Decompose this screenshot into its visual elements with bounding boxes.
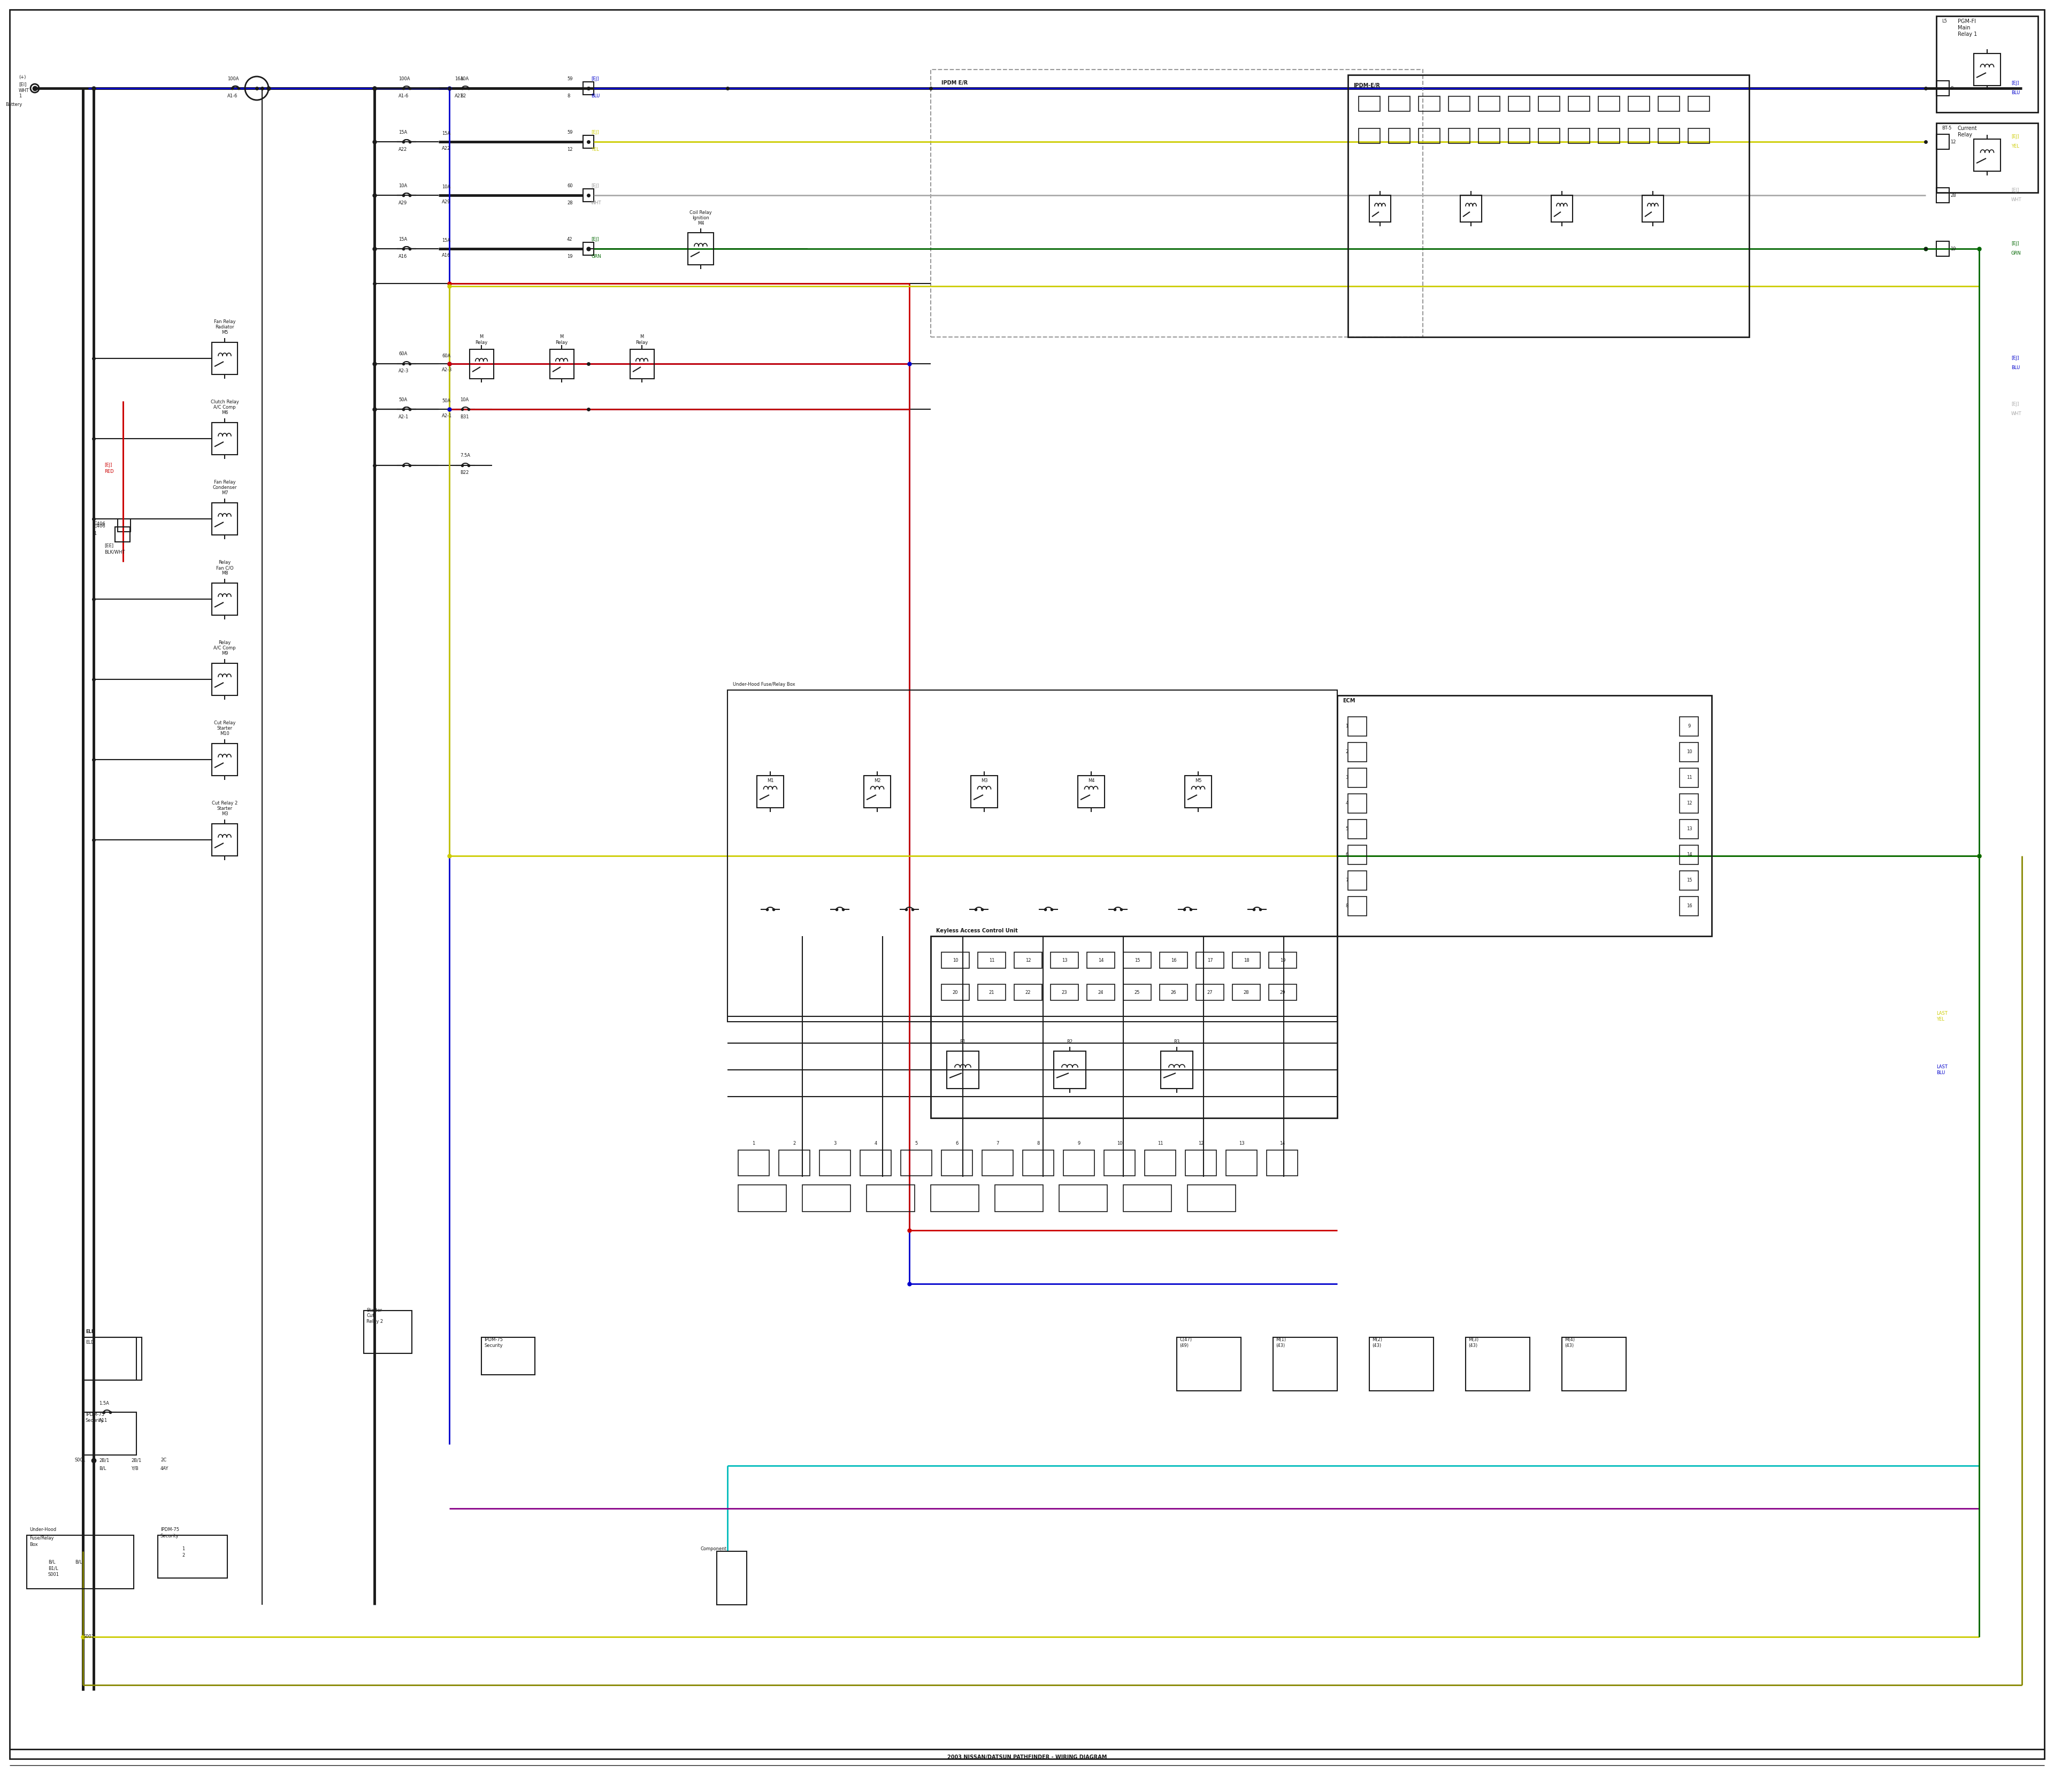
- Bar: [1232, 952, 1261, 968]
- Bar: [1569, 129, 1590, 143]
- Bar: [1347, 819, 1366, 839]
- Text: 1: 1: [1345, 724, 1347, 729]
- Text: 50A: 50A: [442, 400, 450, 403]
- Text: C(47)
(49): C(47) (49): [1179, 1337, 1191, 1348]
- Text: IPDM-75
Security: IPDM-75 Security: [86, 1412, 105, 1423]
- Text: M
Relay: M Relay: [635, 335, 649, 344]
- Bar: [158, 1536, 228, 1579]
- Bar: [1078, 776, 1105, 808]
- Text: 21: 21: [988, 989, 994, 995]
- Text: 100A: 100A: [398, 77, 411, 81]
- Text: BLU: BLU: [592, 93, 600, 99]
- Text: 19: 19: [1949, 246, 1955, 251]
- Text: M8: M8: [222, 572, 228, 575]
- Text: Relay: Relay: [218, 640, 230, 645]
- Text: 7: 7: [996, 1142, 998, 1147]
- Text: [EJ]: [EJ]: [2011, 240, 2019, 246]
- Text: M2: M2: [873, 778, 881, 783]
- Text: A2-1: A2-1: [398, 414, 409, 419]
- Text: 12: 12: [1686, 801, 1692, 806]
- Text: 10: 10: [1117, 1142, 1121, 1147]
- Bar: [737, 1150, 768, 1176]
- Bar: [1641, 195, 1664, 222]
- Text: 10A: 10A: [460, 398, 468, 401]
- Bar: [1273, 1337, 1337, 1391]
- Bar: [27, 1536, 134, 1590]
- Text: 2: 2: [1345, 749, 1347, 754]
- Bar: [1347, 75, 1750, 337]
- Text: 2: 2: [183, 1552, 185, 1557]
- Text: 19: 19: [1280, 957, 1286, 962]
- Bar: [1937, 16, 2038, 113]
- Bar: [1937, 81, 1949, 95]
- Text: 15A: 15A: [398, 129, 407, 134]
- Text: IPDM-75
Security: IPDM-75 Security: [485, 1337, 503, 1348]
- Text: M3: M3: [222, 812, 228, 817]
- Text: [EE]: [EE]: [105, 543, 113, 548]
- Bar: [941, 1150, 972, 1176]
- Text: 4AY: 4AY: [160, 1466, 168, 1471]
- Text: Ignition: Ignition: [692, 215, 709, 220]
- Text: 27: 27: [1208, 989, 1212, 995]
- Bar: [1508, 129, 1530, 143]
- Bar: [1144, 1150, 1175, 1176]
- Bar: [1087, 952, 1115, 968]
- Bar: [1358, 97, 1380, 111]
- Text: M9: M9: [222, 650, 228, 656]
- Text: BLU: BLU: [2011, 366, 2019, 371]
- Bar: [1105, 1150, 1136, 1176]
- Text: LAST
YEL: LAST YEL: [1937, 1011, 1947, 1021]
- Text: 4: 4: [875, 1142, 877, 1147]
- Text: Clutch Relay: Clutch Relay: [212, 400, 238, 405]
- Text: 50A: 50A: [398, 398, 407, 401]
- Text: 11: 11: [1686, 776, 1692, 780]
- Bar: [1448, 97, 1471, 111]
- Text: [EI]: [EI]: [18, 82, 27, 88]
- Bar: [1347, 794, 1366, 814]
- Bar: [1680, 742, 1699, 762]
- Bar: [756, 776, 785, 808]
- Bar: [1060, 1185, 1107, 1211]
- Bar: [1688, 129, 1709, 143]
- Text: A21: A21: [454, 93, 464, 99]
- Bar: [1680, 794, 1699, 814]
- Text: 8: 8: [1949, 86, 1953, 91]
- Text: 16A: 16A: [454, 77, 464, 81]
- Text: PGM-FI: PGM-FI: [1957, 18, 1976, 23]
- Bar: [1050, 952, 1078, 968]
- Bar: [1467, 1337, 1530, 1391]
- Bar: [1561, 1337, 1627, 1391]
- Text: 4: 4: [1345, 801, 1347, 806]
- Text: 15: 15: [1686, 878, 1692, 883]
- Bar: [1680, 769, 1699, 787]
- Text: 17: 17: [1208, 957, 1212, 962]
- Bar: [1124, 952, 1150, 968]
- Text: 24: 24: [1099, 989, 1103, 995]
- Text: 9: 9: [1688, 724, 1690, 729]
- Text: 6: 6: [955, 1142, 959, 1147]
- Text: [EJ]: [EJ]: [2011, 81, 2019, 86]
- Text: 12: 12: [1197, 1142, 1204, 1147]
- Text: A29: A29: [442, 199, 450, 204]
- Bar: [631, 349, 653, 378]
- Bar: [583, 242, 594, 254]
- Bar: [364, 1310, 413, 1353]
- Text: C406: C406: [94, 521, 105, 527]
- Text: M(3)
(43): M(3) (43): [1469, 1337, 1479, 1348]
- Bar: [1479, 97, 1499, 111]
- Bar: [1937, 242, 1949, 256]
- Text: A2-3: A2-3: [398, 369, 409, 375]
- Bar: [1187, 1185, 1237, 1211]
- Text: ELD: ELD: [86, 1330, 94, 1335]
- Text: 59: 59: [567, 129, 573, 134]
- Text: IPDM-75: IPDM-75: [160, 1527, 179, 1532]
- Text: 9: 9: [1078, 1142, 1080, 1147]
- Text: M6: M6: [222, 410, 228, 416]
- Text: 15: 15: [1134, 957, 1140, 962]
- Text: WHT: WHT: [592, 201, 602, 204]
- Bar: [1448, 129, 1471, 143]
- Bar: [1629, 97, 1649, 111]
- Text: 14: 14: [1686, 853, 1692, 857]
- Text: Under-Hood Fuse/Relay Box: Under-Hood Fuse/Relay Box: [733, 683, 795, 686]
- Text: 59: 59: [567, 77, 573, 81]
